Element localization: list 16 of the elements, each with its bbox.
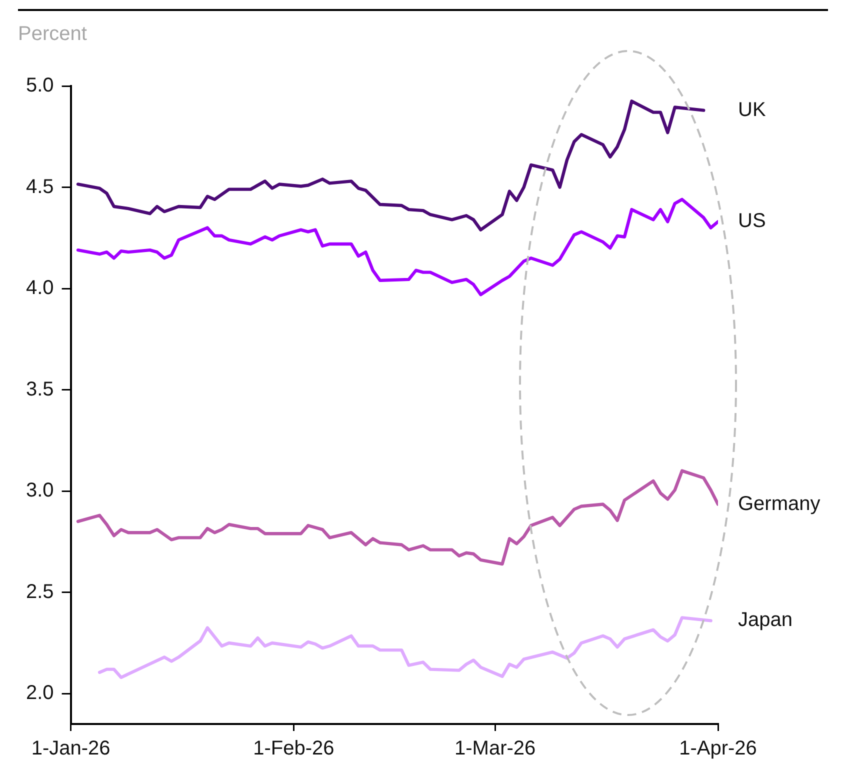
- x-tick-label: 1-Feb-26: [253, 738, 334, 760]
- series-label: Japan: [738, 609, 792, 632]
- y-tick-label: 2.0: [26, 682, 54, 704]
- y-tick-label: 4.5: [26, 176, 54, 198]
- x-tick-label: 1-Mar-26: [454, 738, 536, 760]
- series-label: UK: [738, 98, 766, 121]
- y-axis-title: Percent: [18, 23, 88, 45]
- y-tick-label: 5.0: [26, 74, 54, 97]
- series-label: US: [738, 210, 766, 232]
- series-label: Germany: [738, 492, 820, 515]
- y-tick-label: 2.5: [26, 580, 54, 603]
- y-tick-label: 3.0: [26, 480, 54, 502]
- x-tick-label: 1-Jan-26: [31, 738, 110, 760]
- y-tick-label: 4.0: [26, 277, 54, 300]
- y-tick-label: 3.5: [26, 378, 54, 400]
- x-tick-label: 1-Apr-26: [679, 738, 757, 760]
